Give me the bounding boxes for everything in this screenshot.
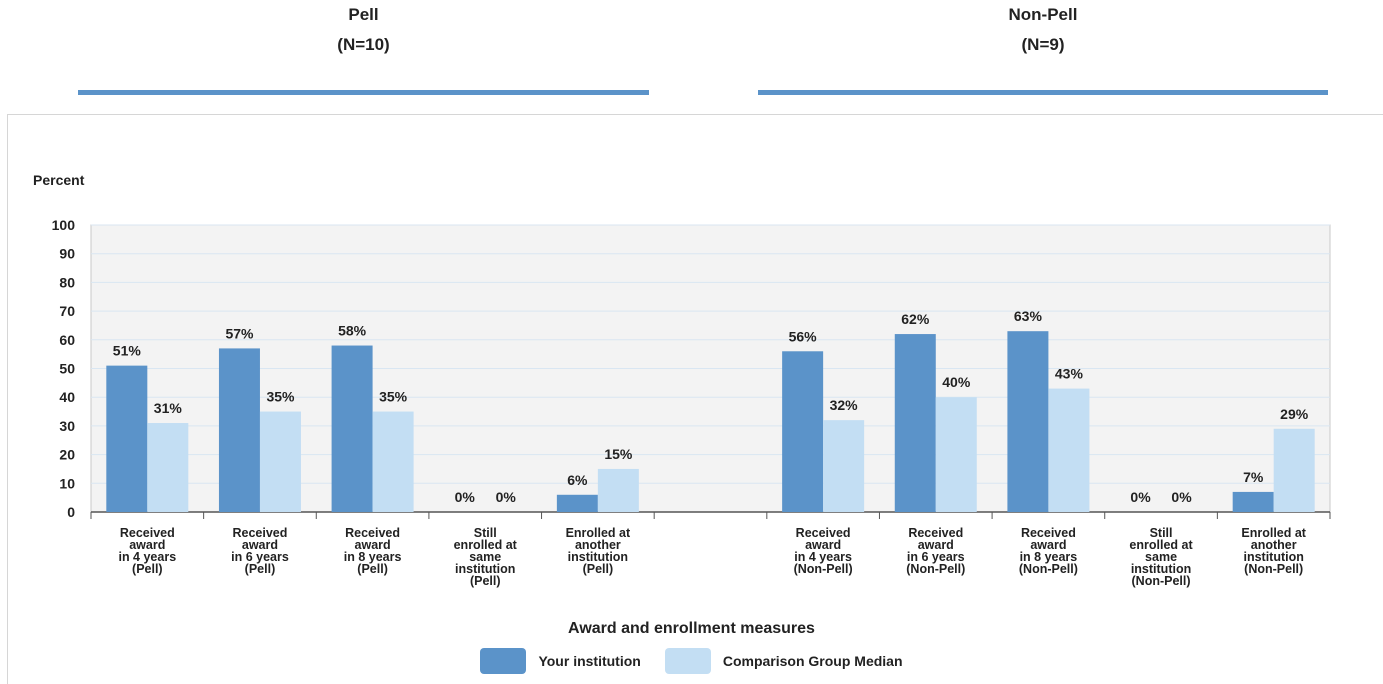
x-tick-label: Enrolled at another institution (Non-Pell)	[1241, 526, 1306, 576]
y-tick-label: 20	[59, 447, 75, 463]
legend-label-your-institution: Your institution	[538, 653, 641, 669]
y-tick-label: 40	[59, 389, 75, 405]
data-label: 29%	[1280, 406, 1309, 422]
data-label: 0%	[1171, 489, 1192, 505]
x-tick-label: Received award in 6 years (Non-Pell)	[906, 526, 965, 576]
group-header-pell: Pell (N=10)	[78, 0, 649, 95]
x-tick-label: Received award in 6 years (Pell)	[231, 526, 289, 576]
bar	[259, 411, 301, 512]
bar	[782, 351, 824, 512]
data-label: 57%	[225, 325, 254, 341]
data-label: 56%	[789, 328, 818, 344]
y-tick-label: 60	[59, 332, 75, 348]
x-tick-label: Still enrolled at same institution (Non-Pell…	[1129, 526, 1193, 588]
group-title-non-pell: Non-Pell	[1008, 5, 1078, 24]
data-label: 58%	[338, 323, 367, 339]
y-tick-label: 10	[59, 475, 75, 491]
y-tick-label: 0	[67, 504, 75, 520]
data-label: 63%	[1014, 308, 1043, 324]
bar	[556, 494, 598, 512]
bar	[1232, 491, 1274, 512]
x-tick-label: Received award in 4 years (Non-Pell)	[794, 526, 853, 576]
y-tick-label: 30	[59, 418, 75, 434]
x-axis-title: Award and enrollment measures	[568, 620, 815, 637]
bar	[372, 411, 414, 512]
data-label: 32%	[830, 397, 859, 413]
y-tick-label: 70	[59, 303, 75, 319]
data-label: 35%	[379, 389, 408, 405]
legend-swatch-comparison-group-median	[664, 648, 711, 674]
legend: Your institution Comparison Group Median	[0, 648, 1383, 674]
data-label: 62%	[901, 311, 930, 327]
bar	[894, 334, 936, 512]
bar	[935, 397, 977, 512]
bar	[823, 420, 865, 512]
data-label: 6%	[567, 472, 588, 488]
group-n-non-pell: (N=9)	[1021, 35, 1065, 54]
data-label: 15%	[604, 446, 633, 462]
group-n-pell: (N=10)	[337, 35, 390, 54]
data-label: 0%	[1130, 489, 1151, 505]
data-label: 0%	[455, 489, 476, 505]
x-tick-label: Received award in 4 years (Pell)	[118, 526, 176, 576]
group-header-non-pell: Non-Pell (N=9)	[758, 0, 1328, 95]
group-title-pell: Pell	[348, 5, 379, 24]
data-label: 51%	[113, 343, 142, 359]
data-label: 40%	[942, 374, 971, 390]
bar	[1273, 428, 1315, 512]
legend-label-comparison-group-median: Comparison Group Median	[722, 653, 903, 669]
x-tick-label: Received award in 8 years (Pell)	[344, 526, 402, 576]
data-label: 43%	[1055, 366, 1084, 382]
y-tick-label: 80	[59, 274, 75, 290]
bar	[597, 468, 639, 512]
y-tick-label: 50	[59, 361, 75, 377]
data-label: 31%	[154, 400, 183, 416]
group-rule-non-pell	[758, 90, 1328, 95]
data-label: 0%	[496, 489, 517, 505]
legend-item-your-institution[interactable]: Your institution	[480, 648, 641, 674]
y-tick-label: 100	[52, 217, 76, 233]
data-label: 35%	[266, 389, 295, 405]
data-label: 7%	[1243, 469, 1264, 485]
y-axis-title: Percent	[33, 172, 85, 188]
bar	[218, 348, 260, 512]
legend-swatch-your-institution	[480, 648, 527, 674]
x-tick-label: Still enrolled at same institution (Pell)	[454, 526, 518, 588]
bar	[106, 365, 148, 512]
bar	[1007, 331, 1049, 512]
chart-panel	[7, 114, 1383, 684]
y-tick-label: 90	[59, 246, 75, 262]
x-tick-label: Enrolled at another institution (Pell)	[566, 526, 631, 576]
group-rule-pell	[78, 90, 649, 95]
bar	[147, 423, 189, 512]
bar	[331, 345, 373, 512]
bar	[1048, 388, 1090, 512]
x-tick-label: Received award in 8 years (Non-Pell)	[1019, 526, 1078, 576]
legend-item-comparison-group-median[interactable]: Comparison Group Median	[664, 648, 903, 674]
